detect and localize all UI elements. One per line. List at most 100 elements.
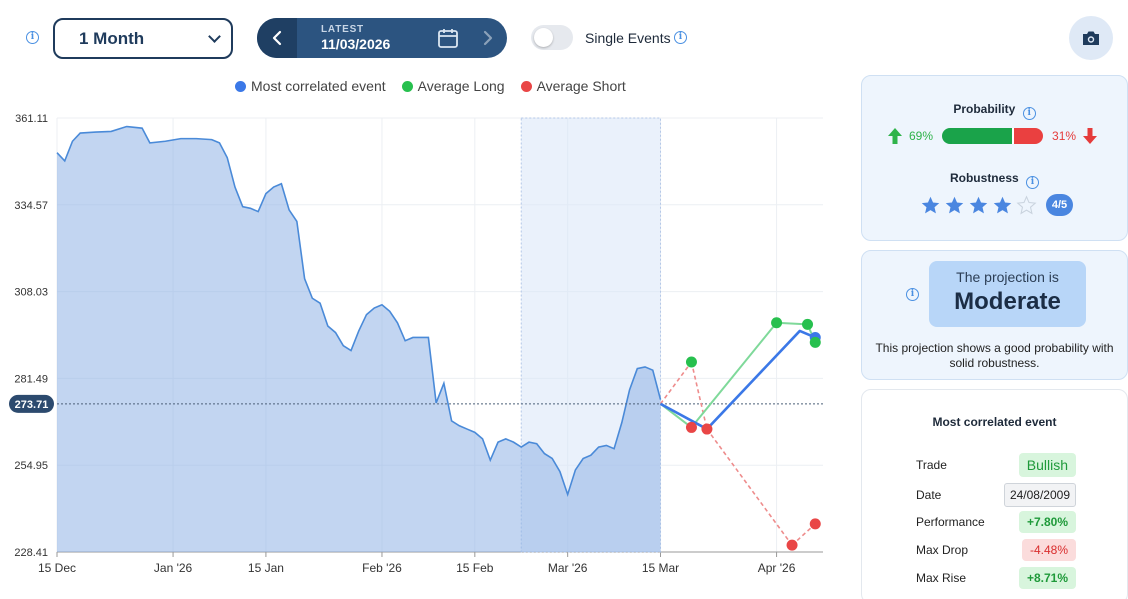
legend-label: Average Long <box>417 78 505 94</box>
single-events-label: Single Events <box>585 30 671 46</box>
trade-key: Trade <box>916 458 947 472</box>
robustness-title: Robustness i <box>862 171 1127 189</box>
trade-row: Trade Bullish <box>916 453 1076 477</box>
date-value: 24/08/2009 <box>1003 483 1076 507</box>
star-filled-icon <box>993 196 1012 213</box>
probability-bar <box>942 128 1044 144</box>
probability-panel: Probability i 69% 31% Robustness i 4/5 <box>861 75 1128 241</box>
next-date-button[interactable] <box>469 18 507 58</box>
legend-item-most-correlated[interactable]: Most correlated event <box>235 78 386 94</box>
robustness-score-badge: 4/5 <box>1046 194 1073 216</box>
max-rise-row: Max Rise +8.71% <box>916 567 1076 589</box>
trade-value: Bullish <box>1018 453 1076 477</box>
x-tick-label: 15 Jan <box>248 561 284 575</box>
chevron-left-icon <box>272 30 282 46</box>
x-tick-label: Mar '26 <box>548 561 588 575</box>
average-short-dashed-line <box>690 361 708 430</box>
x-tick-label: Jan '26 <box>154 561 193 575</box>
legend-dot <box>235 80 246 92</box>
star-filled-icon <box>945 196 964 213</box>
date-row: Date 24/08/2009 <box>916 483 1076 507</box>
price-line <box>56 125 662 498</box>
toggle-knob <box>534 28 553 47</box>
info-icon[interactable]: i <box>26 31 39 44</box>
previous-date-button[interactable] <box>257 18 297 58</box>
max-rise-key: Max Rise <box>916 571 967 585</box>
average-long-point <box>771 317 783 329</box>
average-short-point <box>685 421 697 433</box>
legend-label: Most correlated event <box>251 78 386 94</box>
average-short-point <box>786 539 798 551</box>
x-tick-label: 15 Feb <box>456 561 494 575</box>
date-navigator: LATEST 11/03/2026 <box>257 18 507 58</box>
info-icon[interactable]: i <box>1022 107 1036 120</box>
screenshot-button[interactable] <box>1069 16 1113 60</box>
legend-dot <box>520 80 532 92</box>
y-tick-label: 281.49 <box>14 373 48 385</box>
star-filled-icon <box>969 196 988 213</box>
projection-description: This projection shows a good probability… <box>875 341 1114 370</box>
y-tick-label: 254.95 <box>14 460 48 472</box>
chevron-down-icon <box>208 29 221 43</box>
y-tick-label: 334.57 <box>14 200 48 212</box>
y-tick-label: 361.11 <box>15 113 48 125</box>
period-select-value: 1 Month <box>79 28 145 48</box>
legend-label: Average Short <box>536 78 626 94</box>
max-drop-value: -4.48% <box>1021 539 1076 561</box>
chevron-right-icon <box>483 30 493 46</box>
arrow-up-icon <box>888 128 902 144</box>
projection-panel: i The projection is Moderate This projec… <box>861 250 1128 380</box>
legend-item-average-short[interactable]: Average Short <box>520 78 626 94</box>
y-tick-label: 228.41 <box>14 547 48 559</box>
camera-icon <box>1083 31 1099 45</box>
info-icon[interactable]: i <box>1026 176 1040 189</box>
average-long-point <box>809 336 821 348</box>
legend-item-average-long[interactable]: Average Long <box>401 78 505 94</box>
date-key: Date <box>916 488 942 502</box>
x-tick-label: Feb '26 <box>362 561 402 575</box>
probability-row: 69% 31% <box>887 127 1098 145</box>
most-correlated-line <box>659 329 816 431</box>
average-short-dashed-line <box>659 361 693 405</box>
correlated-event-panel: Most correlated event Trade Bullish Date… <box>861 389 1128 599</box>
x-tick-label: 15 Mar <box>642 561 679 575</box>
performance-value: +7.80% <box>1018 511 1076 533</box>
y-tick-label: 308.03 <box>14 287 48 299</box>
current-value-label: 273.71 <box>15 399 49 411</box>
chart-legend: Most correlated event Average Long Avera… <box>235 78 626 94</box>
average-short-point <box>809 518 821 530</box>
robustness-title-text: Robustness <box>949 171 1019 185</box>
robustness-stars: 4/5 <box>920 194 1073 216</box>
arrow-down-icon <box>1083 128 1098 144</box>
x-tick-label: 15 Dec <box>38 561 76 575</box>
legend-dot <box>401 80 413 92</box>
star-filled-icon <box>921 196 940 213</box>
probability-title-text: Probability <box>953 102 1016 116</box>
period-select[interactable]: 1 Month <box>53 18 233 59</box>
price-area <box>57 126 661 552</box>
probability-bar-short <box>1011 128 1044 144</box>
probability-long: 69% <box>909 129 934 143</box>
latest-date-display[interactable]: LATEST 11/03/2026 <box>297 24 469 52</box>
x-tick-label: Apr '26 <box>758 561 796 575</box>
info-icon[interactable]: i <box>674 31 687 44</box>
info-icon[interactable]: i <box>906 288 919 301</box>
price-chart[interactable]: 361.11 334.57 308.03 281.49 254.95 228.41 15 D… <box>0 100 850 599</box>
performance-key: Performance <box>916 515 985 529</box>
average-short-dashed-line <box>706 428 793 546</box>
average-short-point <box>701 423 713 435</box>
projection-box: The projection is Moderate <box>929 261 1086 327</box>
calendar-icon[interactable] <box>437 27 459 49</box>
single-events-toggle[interactable] <box>531 25 573 50</box>
max-drop-row: Max Drop -4.48% <box>916 539 1076 561</box>
probability-title: Probability i <box>862 102 1127 120</box>
performance-row: Performance +7.80% <box>916 511 1076 533</box>
current-value-badge <box>9 394 54 413</box>
projection-value: Moderate <box>954 288 1061 315</box>
average-long-point <box>802 318 814 330</box>
probability-short: 31% <box>1052 129 1077 143</box>
projection-label: The projection is <box>956 269 1059 285</box>
star-empty-icon <box>1016 194 1037 214</box>
correlated-event-title: Most correlated event <box>932 415 1057 429</box>
